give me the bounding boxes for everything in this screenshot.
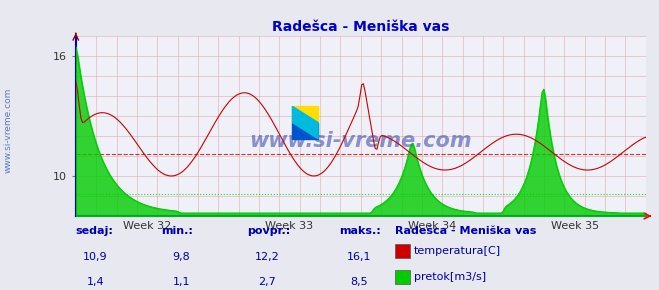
Text: 16,1: 16,1 — [347, 252, 372, 262]
Text: www.si-vreme.com: www.si-vreme.com — [3, 88, 13, 173]
Polygon shape — [293, 106, 318, 139]
Text: povpr.:: povpr.: — [247, 226, 291, 236]
Text: 10,9: 10,9 — [83, 252, 108, 262]
Title: Radešca - Meniška vas: Radešca - Meniška vas — [272, 20, 449, 34]
Text: temperatura[C]: temperatura[C] — [414, 246, 501, 256]
Bar — [293, 106, 318, 123]
Text: www.si-vreme.com: www.si-vreme.com — [250, 130, 472, 151]
Text: 9,8: 9,8 — [173, 252, 190, 262]
Text: 1,4: 1,4 — [87, 277, 104, 287]
Text: pretok[m3/s]: pretok[m3/s] — [414, 272, 486, 282]
Text: Radešca - Meniška vas: Radešca - Meniška vas — [395, 226, 537, 236]
Text: 12,2: 12,2 — [254, 252, 279, 262]
Text: 2,7: 2,7 — [258, 277, 275, 287]
Text: min.:: min.: — [161, 226, 193, 236]
Text: 1,1: 1,1 — [173, 277, 190, 287]
Text: sedaj:: sedaj: — [76, 226, 113, 236]
Text: 8,5: 8,5 — [351, 277, 368, 287]
Text: maks.:: maks.: — [339, 226, 381, 236]
Bar — [293, 123, 318, 139]
